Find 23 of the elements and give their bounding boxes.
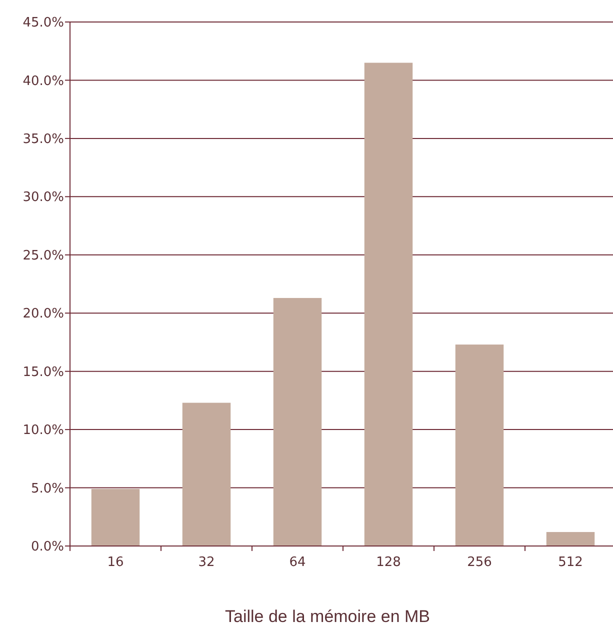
x-tick-label: 16 xyxy=(107,555,124,570)
bar xyxy=(273,298,322,546)
bar xyxy=(455,344,504,546)
y-tick-label: 30.0% xyxy=(22,190,64,206)
y-tick-label: 15.0% xyxy=(22,364,64,380)
y-tick-label: 5.0% xyxy=(30,481,64,496)
y-tick-label: 20.0% xyxy=(22,306,64,322)
x-tick-label: 32 xyxy=(198,555,215,570)
bar xyxy=(91,488,140,546)
y-tick-label: 40.0% xyxy=(22,74,64,89)
y-tick-label: 25.0% xyxy=(22,248,64,264)
x-tick-label: 64 xyxy=(289,555,306,570)
x-tick-label: 512 xyxy=(558,555,583,570)
y-tick-label: 10.0% xyxy=(22,423,64,438)
x-tick-label: 256 xyxy=(467,555,492,570)
bar xyxy=(182,402,231,546)
y-tick-label: 45.0% xyxy=(22,16,64,31)
bar xyxy=(546,532,595,546)
y-tick-label: 35.0% xyxy=(22,132,64,147)
bar xyxy=(364,62,413,546)
x-tick-label: 128 xyxy=(376,555,401,570)
x-axis-title: Taille de la mémoire en MB xyxy=(224,607,430,626)
y-tick-label: 0.0% xyxy=(30,540,64,555)
